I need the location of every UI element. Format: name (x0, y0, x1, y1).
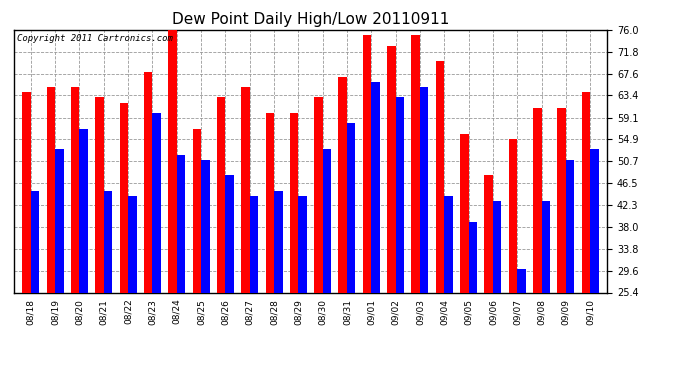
Bar (274, 191, 282, 375)
Bar (339, 77, 347, 375)
Bar (371, 82, 380, 375)
Bar (71, 87, 79, 375)
Bar (582, 92, 590, 375)
Bar (558, 108, 566, 375)
Bar (314, 98, 323, 375)
Bar (590, 149, 599, 375)
Bar (144, 72, 152, 375)
Bar (95, 98, 104, 375)
Bar (168, 30, 177, 375)
Bar (266, 113, 274, 375)
Bar (298, 196, 307, 375)
Bar (128, 196, 137, 375)
Bar (119, 103, 128, 375)
Bar (217, 98, 226, 375)
Bar (347, 123, 355, 375)
Bar (436, 61, 444, 375)
Bar (411, 35, 420, 375)
Bar (566, 160, 574, 375)
Bar (363, 35, 371, 375)
Bar (469, 222, 477, 375)
Bar (193, 129, 201, 375)
Bar (387, 46, 395, 375)
Bar (444, 196, 453, 375)
Bar (420, 87, 428, 375)
Bar (55, 149, 63, 375)
Bar (47, 87, 55, 375)
Bar (533, 108, 542, 375)
Bar (31, 191, 39, 375)
Bar (177, 154, 185, 375)
Title: Dew Point Daily High/Low 20110911: Dew Point Daily High/Low 20110911 (172, 12, 449, 27)
Bar (226, 175, 234, 375)
Bar (395, 98, 404, 375)
Bar (79, 129, 88, 375)
Bar (323, 149, 331, 375)
Bar (484, 175, 493, 375)
Bar (509, 139, 518, 375)
Bar (201, 160, 210, 375)
Bar (104, 191, 112, 375)
Bar (518, 268, 526, 375)
Bar (250, 196, 258, 375)
Text: Copyright 2011 Cartronics.com: Copyright 2011 Cartronics.com (17, 34, 172, 43)
Bar (152, 113, 161, 375)
Bar (22, 92, 31, 375)
Bar (493, 201, 502, 375)
Bar (542, 201, 550, 375)
Bar (290, 113, 298, 375)
Bar (460, 134, 469, 375)
Bar (241, 87, 250, 375)
